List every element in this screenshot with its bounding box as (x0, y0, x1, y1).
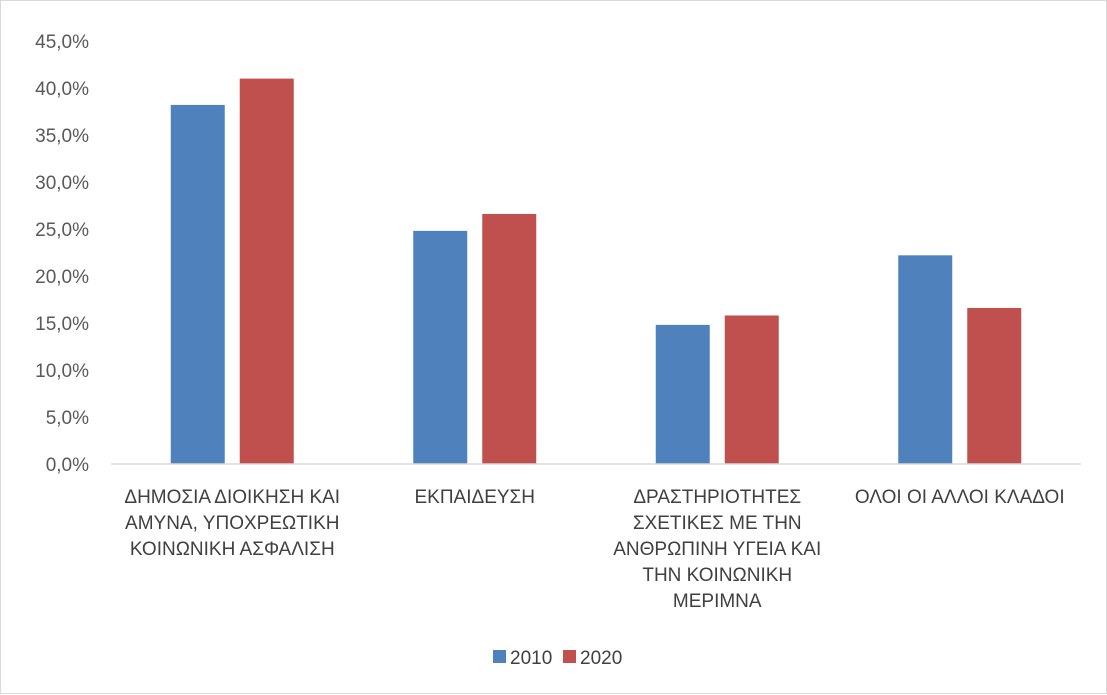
y-tick-label: 35,0% (35, 126, 89, 147)
legend-swatch-2020 (563, 650, 576, 663)
y-tick-label: 0,0% (46, 455, 89, 476)
y-tick-label: 15,0% (35, 314, 89, 335)
bar-2020-1 (239, 78, 294, 464)
category-label: ΕΚΠΑΙΔΕΥΣΗ (414, 487, 535, 508)
y-tick-label: 25,0% (35, 220, 89, 241)
bar-2020-2 (482, 213, 537, 464)
y-tick-label: 40,0% (35, 79, 89, 100)
legend: 2010 2020 (493, 648, 622, 669)
category-labels: ΔΗΜΟΣΙΑ ΔΙΟΙΚΗΣΗ ΚΑΙ ΑΜΥΝΑ, ΥΠΟΧΡΕΩΤΙΚΗ ΚΟ… (124, 487, 1064, 612)
category-label: ΔΗΜΟΣΙΑ ΔΙΟΙΚΗΣΗ ΚΑΙ ΑΜΥΝΑ, ΥΠΟΧΡΕΩΤΙΚΗ ΚΟ… (124, 487, 340, 560)
y-tick-label: 30,0% (35, 173, 89, 194)
bar-2010-2 (413, 230, 468, 464)
bars (170, 78, 1022, 465)
legend-label-2020: 2020 (580, 648, 622, 669)
bar-2010-3 (655, 324, 710, 464)
legend-swatch-2010 (493, 650, 506, 663)
bar-2020-3 (724, 315, 779, 464)
bar-2010-1 (170, 104, 225, 465)
bar-2010-4 (898, 255, 953, 464)
y-tick-label: 10,0% (35, 361, 89, 382)
bar-2020-4 (967, 307, 1022, 464)
y-tick-label: 20,0% (35, 267, 89, 288)
category-label: ΔΡΑΣΤΗΡΙΟΤΗΤΕΣ ΣΧΕΤΙΚΕΣ ΜΕ ΤΗΝ ΑΝΘΡΩΠΙΝΗ Υ… (613, 487, 821, 612)
legend-label-2010: 2010 (510, 648, 552, 669)
y-tick-label: 5,0% (46, 408, 89, 429)
y-tick-label: 45,0% (35, 32, 89, 53)
category-label: ΟΛΟΙ ΟΙ ΑΛΛΟΙ ΚΛΑΔΟΙ (855, 487, 1065, 508)
y-axis-tick-labels: 0,0% 5,0% 10,0% 15,0% 20,0% 25,0% 30,0% 35,0% 40… (35, 32, 89, 476)
